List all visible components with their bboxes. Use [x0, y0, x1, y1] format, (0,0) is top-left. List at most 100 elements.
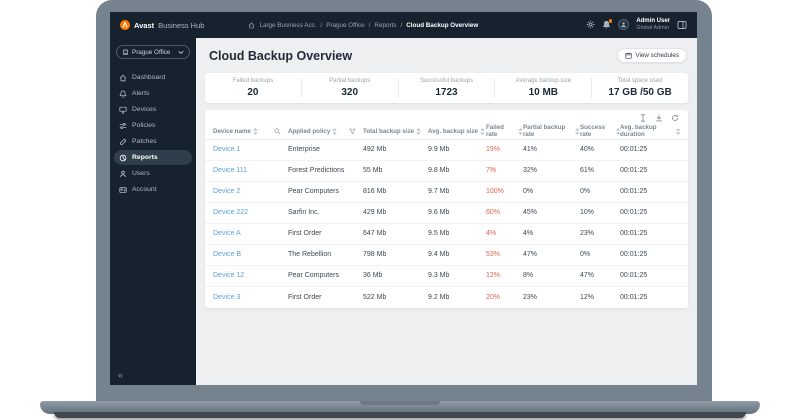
sidebar: Prague Office Dashboard Alerts [110, 38, 196, 385]
notification-badge [608, 19, 613, 23]
sort-icon [615, 127, 620, 135]
notifications-bell-icon[interactable] [602, 19, 613, 29]
device-link[interactable]: Device 1 [213, 146, 241, 153]
user-avatar[interactable] [618, 19, 630, 31]
column-label: Device name [213, 127, 251, 135]
stat-label: Partial backups [329, 78, 371, 84]
chevron-down-icon [178, 50, 184, 55]
view-schedules-label: View schedules [635, 52, 679, 59]
filter-funnel-icon[interactable] [349, 128, 356, 135]
column-header-success-rate[interactable]: Success rate [580, 124, 620, 138]
refresh-icon[interactable] [671, 114, 679, 122]
policy-cell: The Rebellion [288, 251, 332, 258]
column-label: Avg. backup duration [620, 124, 657, 138]
device-link[interactable]: Device 3 [213, 293, 241, 301]
stat-label: Total space used [617, 78, 663, 84]
avg-size-cell: 9.4 Mb [428, 251, 450, 258]
sort-icon [518, 127, 523, 135]
sidebar-item-reports[interactable]: Reports [114, 150, 192, 165]
duration-cell: 00:01:25 [620, 293, 648, 301]
total-size-cell: 798 Mb [363, 251, 387, 258]
sidebar-item-policies[interactable]: Policies [114, 118, 192, 133]
avg-size-cell: 9.6 Mb [428, 209, 450, 216]
table-row[interactable]: Device 111 Forest Predictions 55 Mb 9.8 … [205, 161, 688, 182]
column-settings-icon[interactable] [639, 113, 647, 122]
sidebar-collapse-button[interactable]: « [118, 370, 124, 380]
column-label: Success rate [580, 124, 606, 138]
account-card-icon [119, 186, 127, 194]
stat-value: 320 [341, 86, 359, 98]
failed-rate-cell: 4% [486, 230, 497, 237]
column-header-avg-backup-duration[interactable]: Avg. backup duration [620, 124, 680, 138]
column-header-failed-rate[interactable]: Failed rate [486, 124, 523, 138]
calendar-icon [625, 52, 633, 59]
devices-monitor-icon [119, 106, 127, 114]
top-bar: Avast Business Hub Large Business Acc. /… [110, 12, 697, 38]
table-row[interactable]: Device 1 Enterprise 492 Mb 9.9 Mb 19% 41… [205, 140, 688, 161]
table-row[interactable]: Device 2 Pear Computers 816 Mb 9.7 Mb 10… [205, 182, 688, 203]
device-link[interactable]: Device 111 [213, 167, 247, 174]
success-rate-cell: 23% [580, 230, 595, 237]
download-icon[interactable] [655, 114, 663, 122]
duration-cell: 00:01:25 [620, 146, 648, 153]
column-header-partial-backup-rate[interactable]: Partial backup rate [523, 124, 580, 138]
stat-value: 10 MB [528, 86, 559, 98]
device-link[interactable]: Device A [213, 230, 241, 237]
device-link[interactable]: Device 222 [213, 209, 249, 216]
duration-cell: 00:01:25 [620, 251, 648, 258]
stat-failed-backups: Failed backups 20 [205, 78, 301, 98]
building-icon [122, 49, 129, 56]
table-row[interactable]: Device 3 First Order 522 Mb 9.2 Mb 20% 2… [205, 287, 688, 308]
success-rate-cell: 10% [580, 209, 595, 216]
home-icon[interactable] [248, 22, 255, 29]
device-link[interactable]: Device B [213, 251, 242, 258]
user-info[interactable]: Admin User Global Admin [636, 18, 670, 31]
org-selector[interactable]: Prague Office [116, 45, 190, 59]
table-row[interactable]: Device B The Rebellion 798 Mb 9.4 Mb 53%… [205, 245, 688, 266]
main-content: Cloud Backup Overview View schedules Fai… [196, 38, 697, 385]
view-schedules-button[interactable]: View schedules [617, 48, 687, 63]
column-header-total-backup-size[interactable]: Total backup size [363, 127, 428, 135]
table-row[interactable]: Device 222 Sarfin Inc. 429 Mb 9.6 Mb 60%… [205, 203, 688, 224]
partial-rate-cell: 23% [523, 293, 538, 301]
brand-name: Avast [134, 20, 155, 30]
sidebar-item-patches[interactable]: Patches [114, 134, 192, 149]
policy-cell: Pear Computers [288, 272, 339, 279]
top-bar-actions: Admin User Global Admin [586, 18, 687, 31]
page-title: Cloud Backup Overview [209, 48, 353, 63]
breadcrumb-separator: / [320, 21, 323, 29]
sidebar-item-devices[interactable]: Devices [114, 102, 192, 117]
sidebar-item-account[interactable]: Account [114, 182, 192, 197]
table-row[interactable]: Device A First Order 647 Mb 9.5 Mb 4% 4%… [205, 224, 688, 245]
sidebar-item-label: Policies [132, 122, 156, 129]
search-icon[interactable] [274, 127, 281, 135]
page-header: Cloud Backup Overview View schedules [196, 38, 697, 72]
app-window: Avast Business Hub Large Business Acc. /… [110, 12, 697, 385]
sort-icon [253, 127, 258, 135]
dashboard-icon [119, 74, 127, 82]
settings-gear-icon[interactable] [586, 20, 595, 29]
failed-rate-cell: 12% [486, 272, 501, 279]
failed-rate-cell: 19% [486, 146, 501, 153]
total-size-cell: 429 Mb [363, 209, 387, 216]
table-row[interactable]: Device 12 Pear Computers 36 Mb 9.3 Mb 12… [205, 266, 688, 287]
breadcrumb-item-account[interactable]: Large Business Acc. [259, 21, 317, 29]
user-name: Admin User [636, 18, 670, 25]
sidebar-item-dashboard[interactable]: Dashboard [114, 70, 192, 85]
success-rate-cell: 40% [580, 146, 595, 153]
total-size-cell: 522 Mb [363, 293, 387, 301]
total-size-cell: 55 Mb [363, 167, 383, 174]
breadcrumb-item-site[interactable]: Prague Office [326, 21, 365, 29]
column-header-avg-backup-size[interactable]: Avg. backup size [428, 127, 486, 135]
device-link[interactable]: Device 2 [213, 188, 241, 195]
column-header-device-name[interactable]: Device name [213, 127, 288, 135]
breadcrumb-item-reports[interactable]: Reports [374, 21, 397, 29]
sidebar-item-users[interactable]: Users [114, 166, 192, 181]
app-switcher-icon[interactable] [677, 20, 687, 30]
column-label: Avg. backup size [428, 127, 478, 135]
stat-label: Failed backups [232, 78, 274, 84]
column-header-applied-policy[interactable]: Applied policy [288, 127, 363, 135]
sidebar-item-alerts[interactable]: Alerts [114, 86, 192, 101]
device-link[interactable]: Device 12 [213, 272, 245, 279]
failed-rate-cell: 53% [486, 251, 501, 258]
